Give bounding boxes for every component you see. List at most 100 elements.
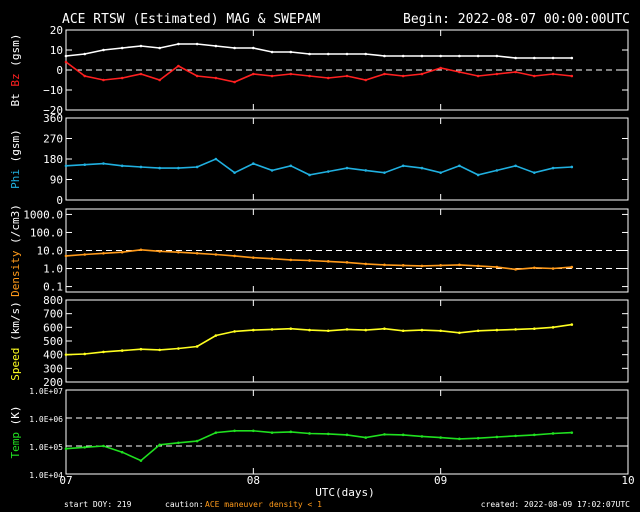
point-density [139,248,143,252]
point-speed [289,327,293,331]
y-axis-label-part: Bz [9,73,22,93]
point-phi [120,164,124,168]
point-bt [551,56,555,60]
point-phi [495,169,499,172]
point-bt [177,42,180,46]
y-tick-label-phi: 360 [43,112,63,125]
series-speed [65,323,572,356]
series-phi [65,158,572,176]
point-phi [345,166,349,170]
point-density [345,261,349,264]
series-bt [65,43,572,59]
point-speed [364,328,368,332]
point-density [64,254,68,258]
point-bz [233,80,236,84]
point-bt [233,46,236,50]
point-bz [120,76,124,80]
point-bz [420,72,424,76]
point-density [270,257,274,261]
point-bt [514,56,517,60]
caution-label: caution: [165,500,204,509]
y-tick-label-mag: 10 [50,44,63,57]
y-axis-label-part: Temp [9,432,22,459]
point-temp [252,429,255,433]
y-axis-label-temp: Temp (K) [9,406,22,459]
y-tick-label-mag: 0 [56,64,63,77]
point-bt [345,52,349,56]
point-bt [270,50,274,54]
y-axis-label-part: Bt [9,93,22,106]
point-speed [177,347,180,350]
y-axis-label-part: (km/s) [9,301,22,347]
point-bz [401,74,405,78]
point-phi [214,157,218,161]
point-temp [289,430,293,434]
point-phi [570,165,574,169]
point-speed [458,331,461,335]
point-speed [308,328,311,332]
y-tick-label-temp: 1.0E+07 [29,387,63,396]
point-bz [64,60,68,64]
point-density [158,250,161,253]
y-axis-label-part: (K) [9,406,22,433]
point-speed [533,327,536,331]
point-density [83,253,87,256]
point-bz [195,74,199,78]
x-tick-label: 10 [621,474,634,487]
point-bt [458,54,461,58]
point-bz [214,76,218,80]
point-speed [495,328,499,332]
point-bz [439,66,442,70]
y-axis-label-part: Speed [9,348,22,381]
point-bt [533,56,536,60]
point-speed [514,328,517,331]
point-speed [120,349,124,352]
point-phi [195,165,199,169]
y-axis-label-density: Density (/cm3) [9,204,22,297]
point-phi [420,166,424,170]
point-temp [533,433,536,437]
point-bz [326,76,330,80]
point-bt [476,54,480,58]
point-temp [345,433,349,437]
point-bt [214,44,218,48]
x-axis-ticks: 07 08 09 10 [59,30,635,487]
point-density [458,263,461,267]
y-tick-label-mag: −20 [43,104,63,117]
point-density [514,268,517,271]
point-speed [551,326,555,329]
point-temp [570,431,574,434]
point-temp [139,459,143,462]
point-phi [289,164,293,168]
point-temp [420,435,424,438]
point-speed [233,330,236,333]
point-bz [289,72,293,76]
point-speed [439,329,442,333]
point-temp [551,432,555,435]
point-density [383,263,386,267]
point-speed [401,329,405,333]
point-phi [270,169,274,172]
point-temp [270,431,274,434]
point-bz [158,78,161,82]
y-tick-label-temp: 1.0E+04 [29,471,63,480]
point-bt [420,54,424,58]
point-temp [158,443,161,447]
point-speed [139,347,143,351]
y-tick-label-speed: 300 [43,362,63,375]
y-axis-label-phi: Phi (gsm) [9,129,22,189]
point-density [420,264,424,268]
point-speed [345,328,349,331]
panel-frame-temp [65,389,629,475]
point-phi [233,171,236,174]
point-speed [383,327,386,331]
point-speed [476,329,480,333]
point-bt [289,50,293,54]
point-density [214,253,218,256]
y-tick-label-temp: 1.0E+05 [29,443,63,452]
point-bz [364,78,368,82]
point-bt [139,44,143,48]
